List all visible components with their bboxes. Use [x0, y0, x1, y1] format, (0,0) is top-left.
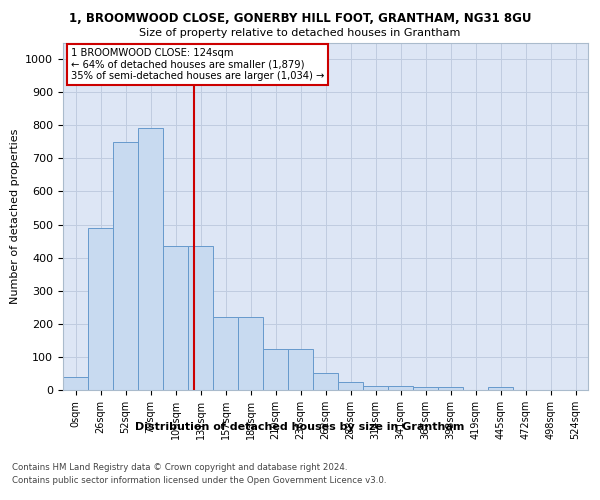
Bar	[263, 348, 288, 390]
Bar	[188, 246, 213, 390]
Bar	[238, 317, 263, 390]
Text: 1, BROOMWOOD CLOSE, GONERBY HILL FOOT, GRANTHAM, NG31 8GU: 1, BROOMWOOD CLOSE, GONERBY HILL FOOT, G…	[69, 12, 531, 26]
Bar	[88, 228, 113, 390]
Text: 1 BROOMWOOD CLOSE: 124sqm
← 64% of detached houses are smaller (1,879)
35% of se: 1 BROOMWOOD CLOSE: 124sqm ← 64% of detac…	[71, 48, 324, 81]
Text: Contains public sector information licensed under the Open Government Licence v3: Contains public sector information licen…	[12, 476, 386, 485]
Bar	[213, 317, 238, 390]
Bar	[413, 388, 438, 390]
Bar	[63, 378, 88, 390]
Bar	[438, 388, 463, 390]
Text: Size of property relative to detached houses in Grantham: Size of property relative to detached ho…	[139, 28, 461, 38]
Bar	[388, 386, 413, 390]
Bar	[138, 128, 163, 390]
Bar	[163, 246, 188, 390]
Bar	[313, 374, 338, 390]
Text: Contains HM Land Registry data © Crown copyright and database right 2024.: Contains HM Land Registry data © Crown c…	[12, 462, 347, 471]
Bar	[488, 388, 513, 390]
Y-axis label: Number of detached properties: Number of detached properties	[10, 128, 20, 304]
Bar	[363, 386, 388, 390]
Bar	[288, 348, 313, 390]
Text: Distribution of detached houses by size in Grantham: Distribution of detached houses by size …	[136, 422, 464, 432]
Bar	[338, 382, 363, 390]
Bar	[113, 142, 138, 390]
